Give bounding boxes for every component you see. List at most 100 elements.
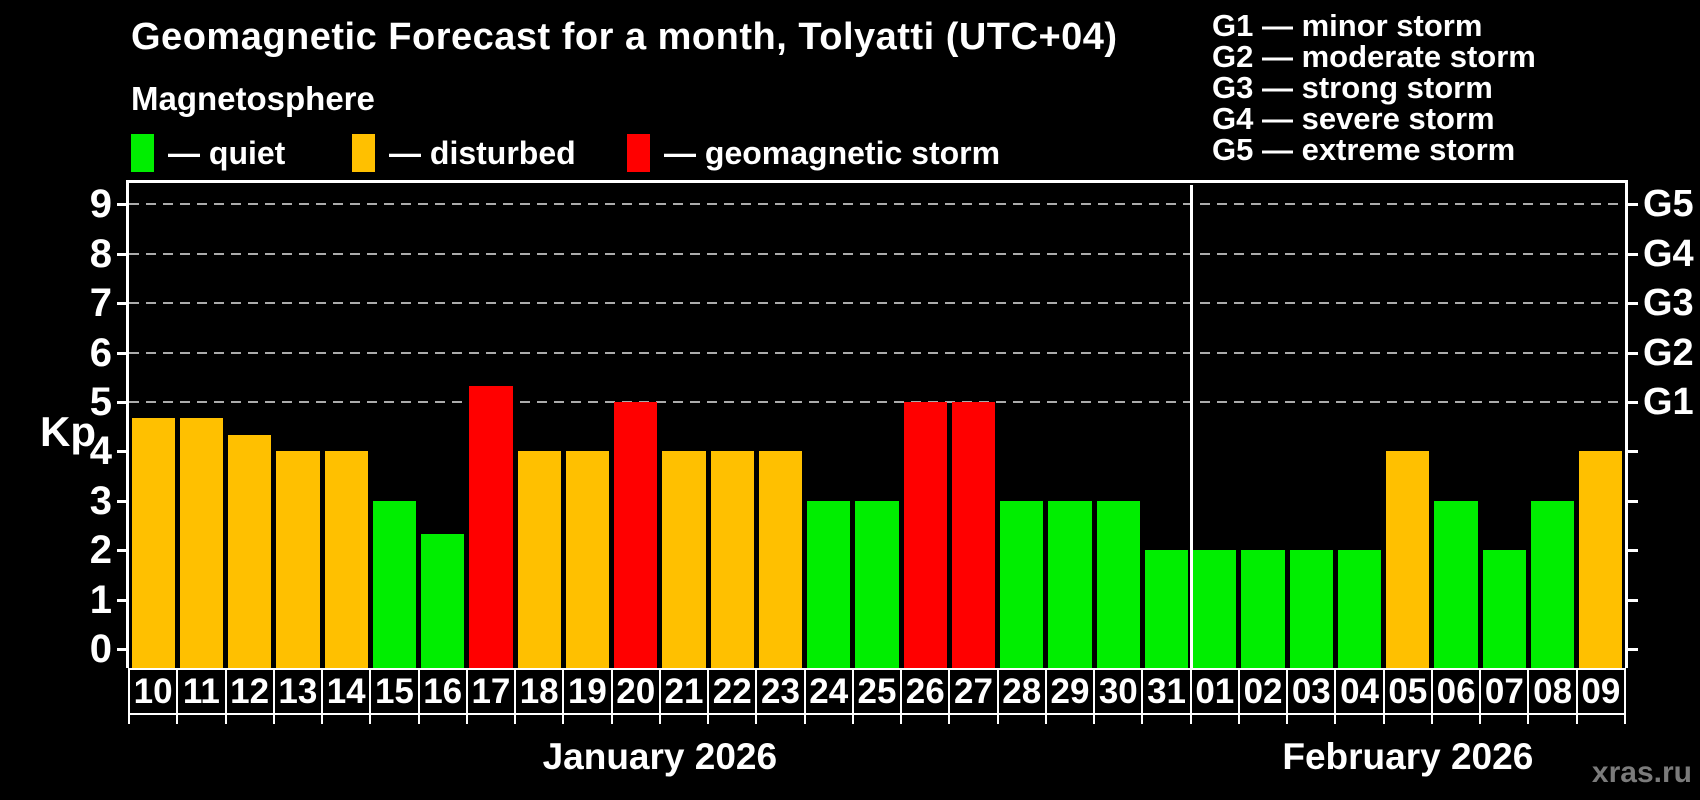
x-tick-10 [610, 715, 613, 724]
gridline-kp9 [129, 203, 1625, 206]
day-label-14: 14 [321, 668, 372, 715]
right-axis-label-G2: G2 [1643, 331, 1694, 374]
y-tick-label-8: 8 [89, 231, 112, 276]
y-tick-kp5 [117, 401, 129, 404]
right-tick-kp5 [1625, 401, 1638, 404]
legend-label-storm: — geomagnetic storm [664, 134, 1001, 171]
gridline-kp8 [129, 252, 1625, 255]
chart-subtitle: Magnetosphere [131, 80, 375, 117]
storm-swatch-icon [627, 134, 650, 172]
day-label-05: 05 [1382, 668, 1433, 715]
bar-day-30 [1096, 500, 1140, 668]
day-label-08: 08 [1527, 668, 1578, 715]
x-tick-3 [272, 715, 275, 724]
x-tick-25 [1334, 715, 1337, 724]
right-tick-kp8 [1625, 252, 1638, 256]
bar-day-17 [469, 385, 513, 668]
day-label-13: 13 [272, 668, 324, 715]
gridline-kp5 [129, 401, 1625, 403]
bar-day-13 [276, 451, 320, 668]
page-title: Geomagnetic Forecast for a month, Tolyat… [131, 16, 1118, 58]
legend-item-quiet: — quiet [131, 133, 285, 173]
y-tick-kp7 [117, 302, 129, 306]
bar-day-29 [1048, 500, 1092, 668]
right-tick-kp6 [1625, 351, 1638, 355]
day-label-18: 18 [514, 668, 565, 715]
day-label-10: 10 [128, 668, 179, 715]
watermark: xras.ru [1591, 756, 1692, 789]
bar-day-27 [951, 402, 996, 668]
right-tick-kp2 [1625, 549, 1638, 553]
x-tick-12 [707, 715, 710, 724]
day-label-02: 02 [1237, 668, 1289, 715]
bar-day-14 [324, 451, 368, 668]
right-axis-label-G1: G1 [1643, 381, 1694, 423]
x-tick-30 [1575, 715, 1578, 724]
gridline-kp6 [129, 351, 1625, 354]
day-label-01: 01 [1189, 668, 1240, 715]
right-tick-kp3 [1625, 499, 1638, 503]
right-tick-kp1 [1625, 598, 1638, 602]
x-tick-20 [1093, 715, 1096, 724]
x-tick-4 [321, 715, 324, 724]
right-axis-label-G4: G4 [1643, 232, 1694, 275]
x-tick-19 [1044, 715, 1047, 724]
y-axis-title: Kp [40, 408, 96, 455]
day-label-06: 06 [1430, 668, 1482, 715]
x-tick-8 [514, 715, 517, 724]
month-label: January 2026 [542, 736, 778, 777]
g-legend-line: G3 — strong storm [1212, 70, 1493, 105]
bar-day-31 [1144, 550, 1189, 668]
day-label-04: 04 [1334, 668, 1385, 715]
bar-day-24 [807, 500, 851, 668]
x-tick-27 [1430, 715, 1433, 724]
bar-day-22 [710, 451, 754, 668]
x-tick-26 [1382, 715, 1385, 724]
x-tick-16 [900, 715, 903, 724]
right-tick-kp7 [1625, 302, 1638, 306]
g-legend-line: G2 — moderate storm [1212, 39, 1536, 74]
day-label-11: 11 [176, 668, 227, 715]
x-tick-0 [128, 715, 130, 724]
right-tick-kp0 [1625, 648, 1638, 651]
y-tick-kp1 [117, 598, 129, 602]
right-axis-label-G5: G5 [1643, 183, 1694, 226]
x-tick-7 [465, 715, 468, 724]
right-tick-kp9 [1625, 203, 1638, 207]
y-tick-label-3: 3 [89, 478, 112, 523]
bar-day-07 [1482, 550, 1526, 668]
x-tick-28 [1479, 715, 1482, 724]
day-label-24: 24 [803, 668, 854, 715]
day-label-28: 28 [996, 668, 1047, 715]
y-tick-label-4: 4 [89, 429, 112, 474]
bar-day-08 [1530, 500, 1575, 668]
day-label-19: 19 [562, 668, 613, 715]
y-tick-label-9: 9 [89, 182, 112, 227]
bar-day-16 [421, 533, 465, 668]
bar-day-19 [565, 451, 610, 668]
x-tick-9 [562, 715, 565, 724]
day-label-09: 09 [1575, 668, 1626, 715]
y-tick-label-1: 1 [89, 577, 112, 622]
right-tick-kp4 [1625, 450, 1638, 454]
bar-day-06 [1434, 500, 1478, 668]
y-tick-label-5: 5 [89, 380, 112, 424]
y-tick-kp8 [117, 252, 129, 256]
bar-day-01 [1193, 550, 1237, 668]
bar-day-12 [228, 435, 272, 668]
day-label-03: 03 [1286, 668, 1337, 715]
day-label-16: 16 [417, 668, 468, 715]
month-separator-line [1189, 185, 1193, 668]
day-label-20: 20 [610, 668, 661, 715]
x-tick-13 [755, 715, 758, 724]
y-tick-kp2 [117, 549, 129, 553]
x-tick-5 [369, 715, 372, 724]
day-label-21: 21 [658, 668, 710, 715]
y-tick-kp9 [117, 203, 129, 207]
disturbed-swatch-icon [352, 134, 375, 172]
bar-day-26 [903, 402, 947, 668]
g-legend-line: G5 — extreme storm [1212, 132, 1516, 167]
day-label-25: 25 [851, 668, 903, 715]
y-tick-kp3 [117, 499, 129, 503]
bar-day-15 [372, 500, 417, 668]
